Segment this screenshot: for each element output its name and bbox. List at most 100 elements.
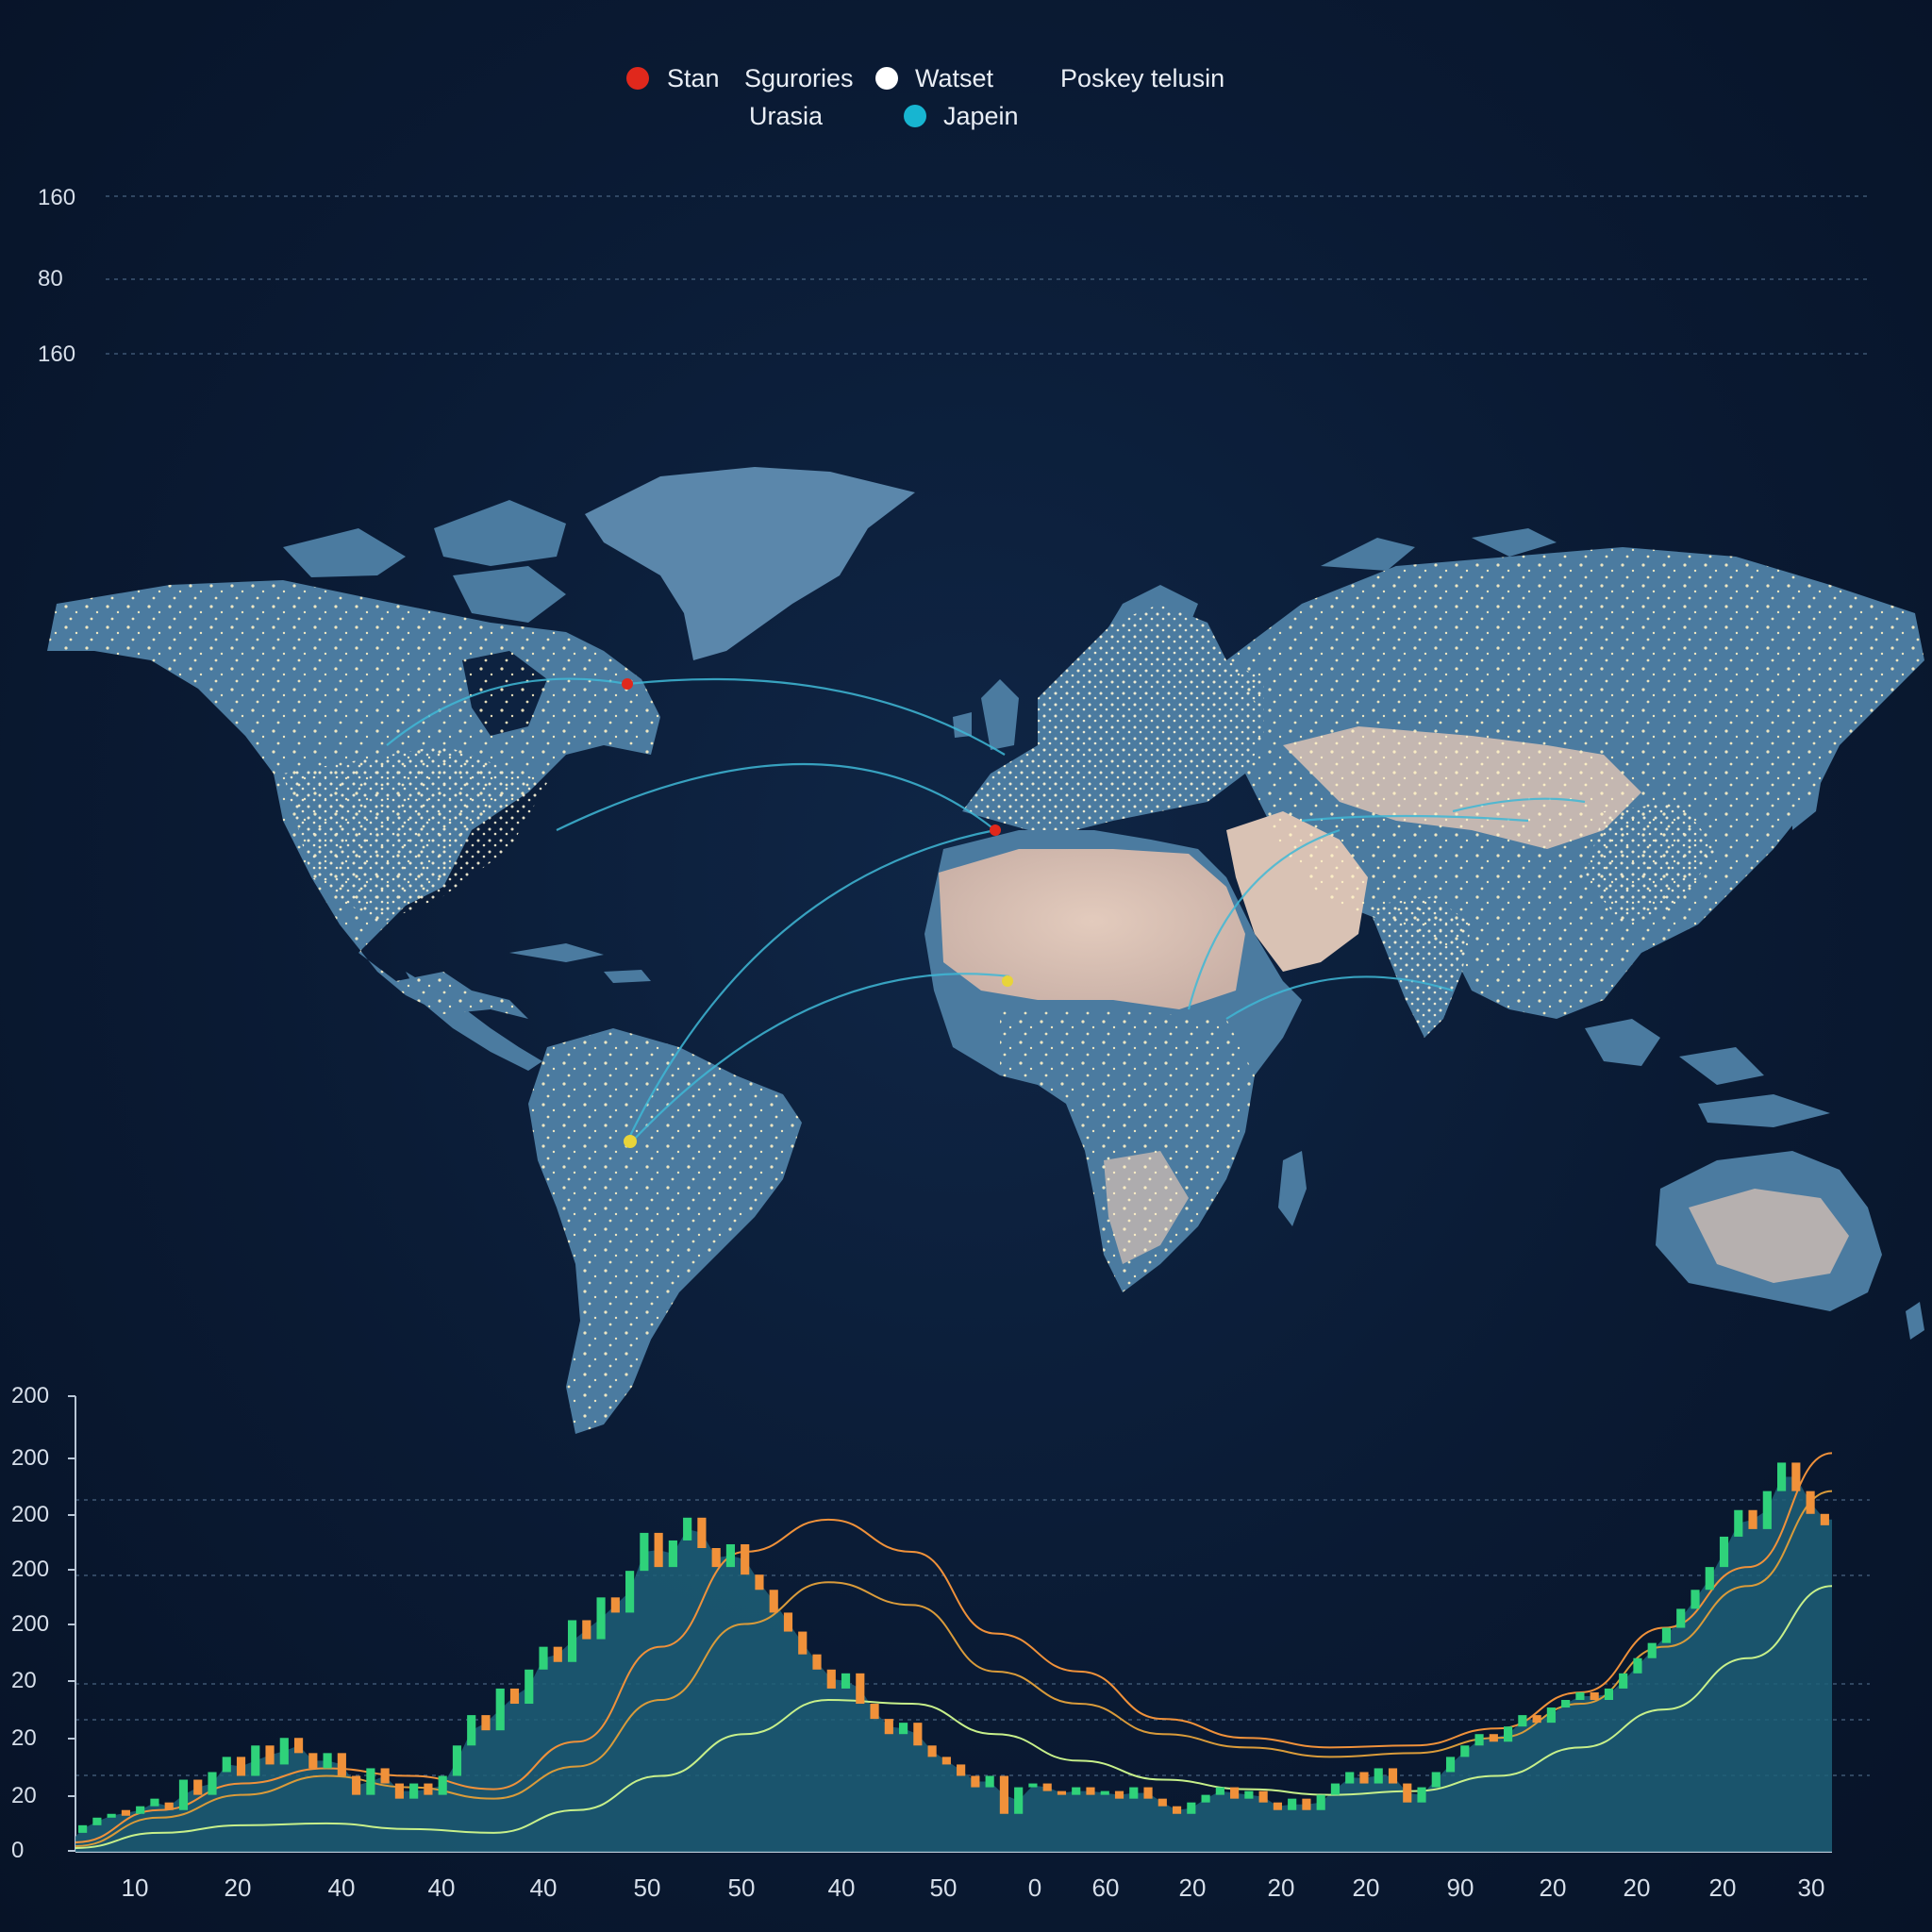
legend-label-japein: Japein <box>943 102 1019 130</box>
candle <box>755 1574 764 1591</box>
arctic-islands <box>283 500 566 623</box>
candle <box>1042 1783 1052 1791</box>
candle <box>1791 1462 1801 1491</box>
southeast-asia <box>1585 1019 1830 1127</box>
candle <box>1187 1802 1196 1814</box>
candle <box>438 1775 447 1795</box>
legend-dot-red <box>626 67 649 90</box>
candle <box>812 1654 822 1670</box>
x-tick-label: 20 <box>1352 1874 1380 1902</box>
candle <box>610 1597 620 1613</box>
candle <box>567 1620 577 1662</box>
x-tick-label: 0 <box>1027 1874 1042 1902</box>
british-isles <box>953 679 1019 750</box>
candle <box>1561 1700 1571 1708</box>
madagascar <box>1278 1151 1307 1226</box>
y-tick-label: 200 <box>11 1557 50 1582</box>
candlesticks <box>78 1462 1829 1833</box>
candle <box>236 1757 246 1776</box>
new-zealand <box>1906 1302 1924 1340</box>
x-tick-label: 50 <box>727 1874 756 1902</box>
west-africa-marker <box>1002 975 1013 987</box>
y-tick-label: 200 <box>11 1611 50 1637</box>
candle <box>1057 1790 1067 1795</box>
candle <box>1273 1802 1282 1810</box>
legend-dot-cyan <box>904 105 926 127</box>
candle <box>1633 1657 1642 1674</box>
candle <box>164 1802 174 1810</box>
candle <box>1619 1673 1628 1689</box>
candle <box>121 1809 130 1816</box>
candle <box>222 1757 231 1773</box>
candle <box>337 1753 346 1776</box>
candle <box>640 1532 649 1572</box>
candle <box>136 1806 145 1814</box>
candle <box>539 1646 548 1670</box>
candle <box>971 1775 980 1788</box>
x-tick-label: 20 <box>1708 1874 1737 1902</box>
candle <box>697 1517 707 1548</box>
candle <box>279 1738 289 1765</box>
candle <box>1158 1798 1167 1807</box>
candle <box>525 1669 534 1705</box>
x-tick-label: 30 <box>1797 1874 1825 1902</box>
candle <box>1230 1787 1240 1799</box>
x-tick-label: 20 <box>1267 1874 1295 1902</box>
candle <box>1316 1794 1325 1810</box>
candle <box>1431 1772 1441 1788</box>
candle <box>323 1753 332 1769</box>
candle <box>1676 1608 1686 1628</box>
x-tick-label: 40 <box>529 1874 558 1902</box>
north-america-marker <box>622 678 633 690</box>
top-y-tick-2: 80 <box>38 266 63 291</box>
candle <box>452 1745 462 1776</box>
line-series-3 <box>75 1585 1833 1849</box>
candle <box>1734 1509 1743 1537</box>
candle <box>941 1757 951 1765</box>
candle <box>1403 1783 1412 1803</box>
candle <box>1748 1509 1757 1529</box>
y-tick-label: 200 <box>11 1383 50 1408</box>
x-tick-label: 20 <box>1623 1874 1651 1902</box>
candle <box>596 1597 606 1640</box>
x-tick-label: 20 <box>1178 1874 1207 1902</box>
candle <box>1258 1790 1268 1803</box>
candle <box>1575 1691 1585 1700</box>
candle <box>1546 1707 1556 1724</box>
candle <box>1705 1567 1714 1591</box>
city-lights <box>47 547 1924 1434</box>
x-tick-label: 20 <box>1539 1874 1567 1902</box>
candle <box>293 1738 304 1754</box>
candle <box>1201 1794 1210 1803</box>
candle <box>1215 1787 1224 1795</box>
y-tick-label: 200 <box>11 1502 50 1527</box>
x-tick-label: 90 <box>1446 1874 1474 1902</box>
y-tick-label: 20 <box>11 1725 37 1751</box>
candle <box>265 1745 275 1765</box>
candle <box>1100 1790 1109 1795</box>
y-tick-label: 20 <box>11 1783 37 1808</box>
candle <box>1489 1734 1498 1742</box>
candle <box>92 1817 102 1825</box>
candle <box>193 1779 203 1795</box>
x-tick-label: 60 <box>1091 1874 1120 1902</box>
candle <box>625 1571 635 1613</box>
candle <box>1777 1462 1787 1491</box>
candle <box>1590 1691 1599 1700</box>
candle <box>1762 1491 1772 1529</box>
candle <box>1114 1790 1124 1799</box>
candle <box>1374 1768 1383 1784</box>
candle <box>1460 1745 1470 1757</box>
candle <box>884 1719 893 1735</box>
candle <box>957 1764 966 1776</box>
candle <box>78 1824 88 1833</box>
top-gridlines <box>106 195 1870 355</box>
candle <box>582 1620 591 1640</box>
candle <box>208 1772 217 1795</box>
x-tick-label: 40 <box>327 1874 356 1902</box>
map-markers <box>622 678 1013 1148</box>
y-tick-label: 200 <box>11 1445 50 1471</box>
candle <box>1302 1798 1311 1810</box>
australia-desert <box>1689 1189 1849 1283</box>
